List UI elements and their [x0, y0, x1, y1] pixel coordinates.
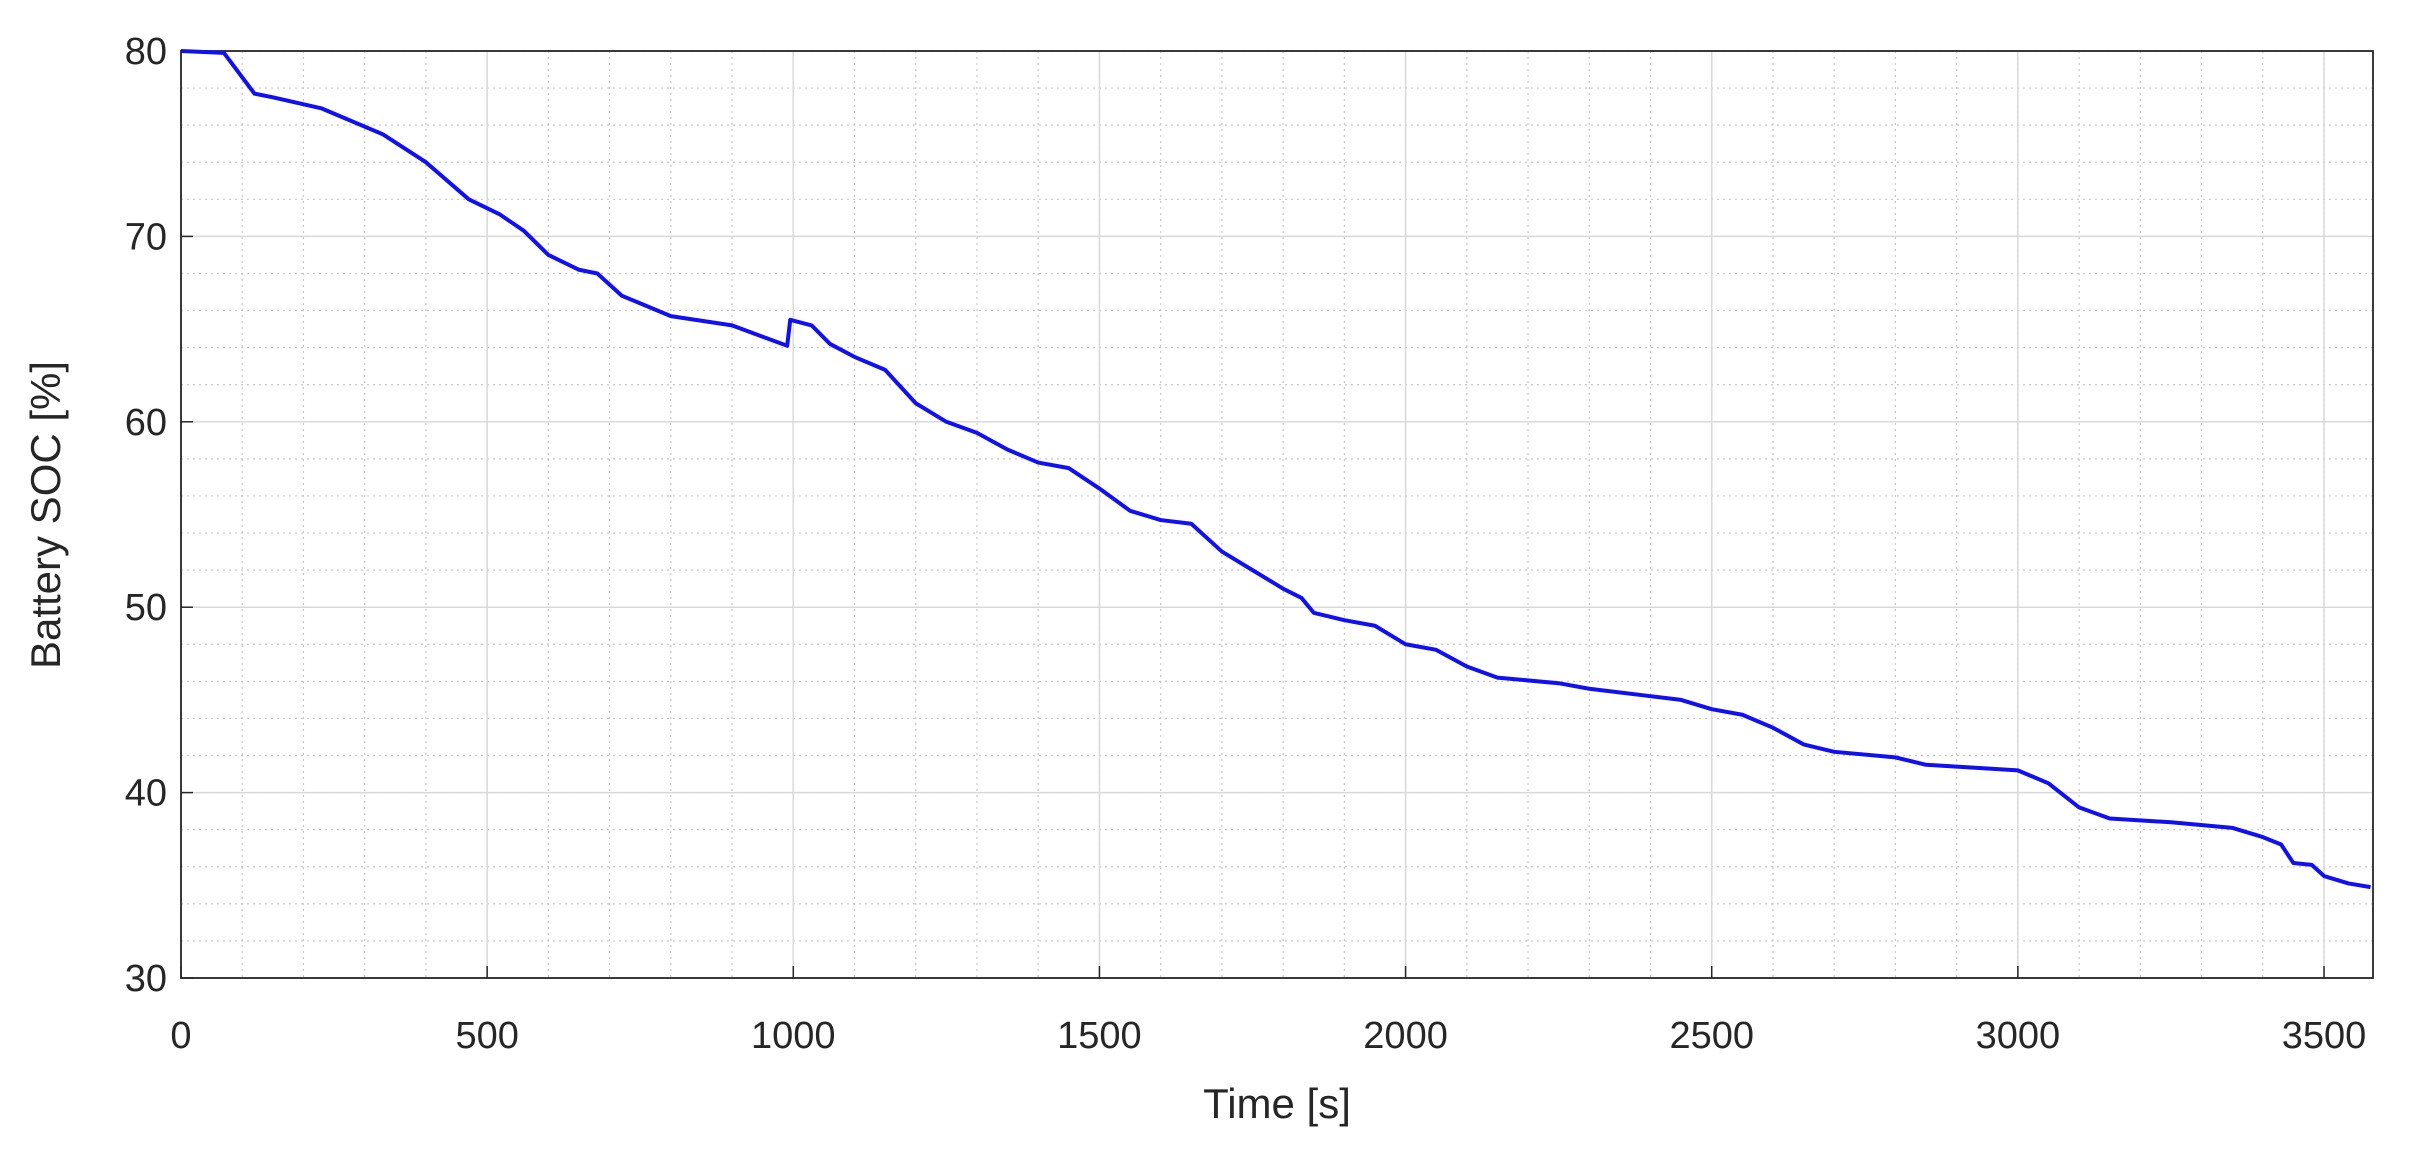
y-tick-label: 30 — [125, 958, 167, 1000]
x-axis-label: Time [s] — [1203, 1080, 1351, 1127]
x-tick-label: 2000 — [1363, 1015, 1448, 1057]
y-tick-label: 70 — [125, 216, 167, 258]
x-tick-label: 1000 — [751, 1015, 836, 1057]
data-line — [180, 49, 2371, 890]
y-tick-label: 60 — [125, 402, 167, 444]
x-tick-label: 1500 — [1057, 1015, 1142, 1057]
x-tick-label: 3500 — [2282, 1015, 2367, 1057]
x-tick-label: 500 — [455, 1015, 518, 1057]
minor-grid — [180, 50, 2373, 979]
y-tick-label: 80 — [125, 31, 167, 73]
major-grid — [180, 50, 2373, 979]
y-tick-label: 40 — [125, 773, 167, 815]
x-tick-label: 0 — [170, 1015, 191, 1057]
y-tick-label: 50 — [125, 587, 167, 629]
y-axis-label: Battery SOC [%] — [22, 361, 69, 669]
x-tick-label: 3000 — [1976, 1015, 2061, 1057]
plot-frame — [180, 50, 2374, 979]
x-tick-label: 2500 — [1669, 1015, 1754, 1057]
